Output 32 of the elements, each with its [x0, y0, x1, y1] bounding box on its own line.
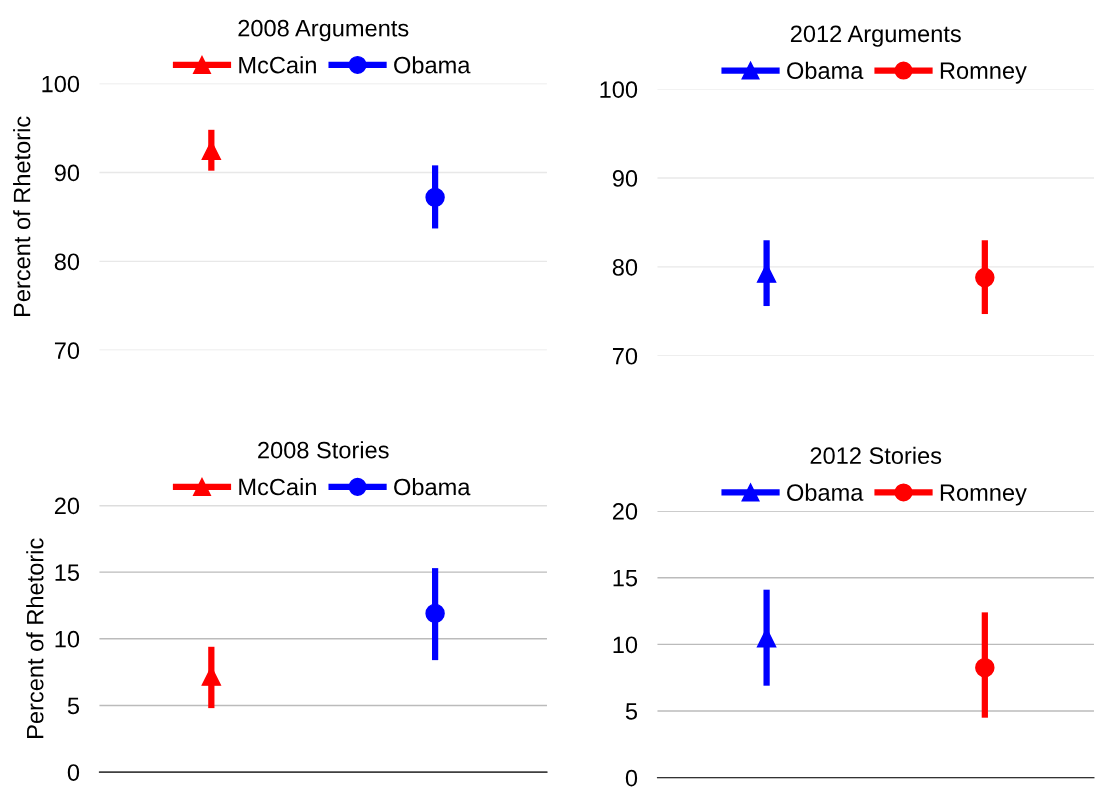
- legend-label: Romney: [940, 62, 1027, 84]
- y-tick-label: 15: [55, 564, 80, 581]
- y-tick-label: 70: [612, 347, 638, 365]
- legend-label: Obama: [787, 61, 864, 80]
- legend-label: Obama: [394, 478, 471, 496]
- y-axis-title: Percent of Rhetoric: [26, 538, 44, 738]
- y-axis-title: Percent of Rhetoric: [13, 116, 31, 317]
- legend-label: Obama: [394, 56, 471, 74]
- y-tick-label: 5: [625, 703, 638, 720]
- chart-title: 2012 Stories: [810, 446, 942, 465]
- legend-label: McCain: [239, 478, 316, 496]
- y-tick-label: 100: [600, 81, 638, 98]
- y-tick-label: 5: [67, 697, 80, 715]
- y-tick-label: 90: [54, 164, 80, 182]
- y-tick-label: 20: [54, 497, 80, 515]
- y-tick-label: 0: [67, 764, 80, 781]
- y-tick-label: 80: [612, 258, 638, 276]
- y-tick-label: 70: [54, 342, 80, 360]
- chart-title: 2008 Arguments: [238, 19, 409, 42]
- y-tick-label: 15: [613, 570, 638, 587]
- y-tick-label: 10: [613, 636, 638, 654]
- y-tick-label: 0: [625, 769, 638, 787]
- y-tick-label: 100: [42, 75, 80, 93]
- y-tick-label: 20: [612, 503, 638, 520]
- chart-title: 2008 Stories: [258, 441, 389, 459]
- chart-title: 2012 Arguments: [790, 25, 961, 47]
- y-tick-label: 10: [55, 630, 80, 648]
- legend-label: Obama: [787, 483, 864, 501]
- legend-label: McCain: [239, 56, 316, 74]
- legend-label: Romney: [940, 484, 1027, 506]
- y-tick-label: 90: [612, 170, 638, 187]
- y-tick-label: 80: [54, 253, 80, 271]
